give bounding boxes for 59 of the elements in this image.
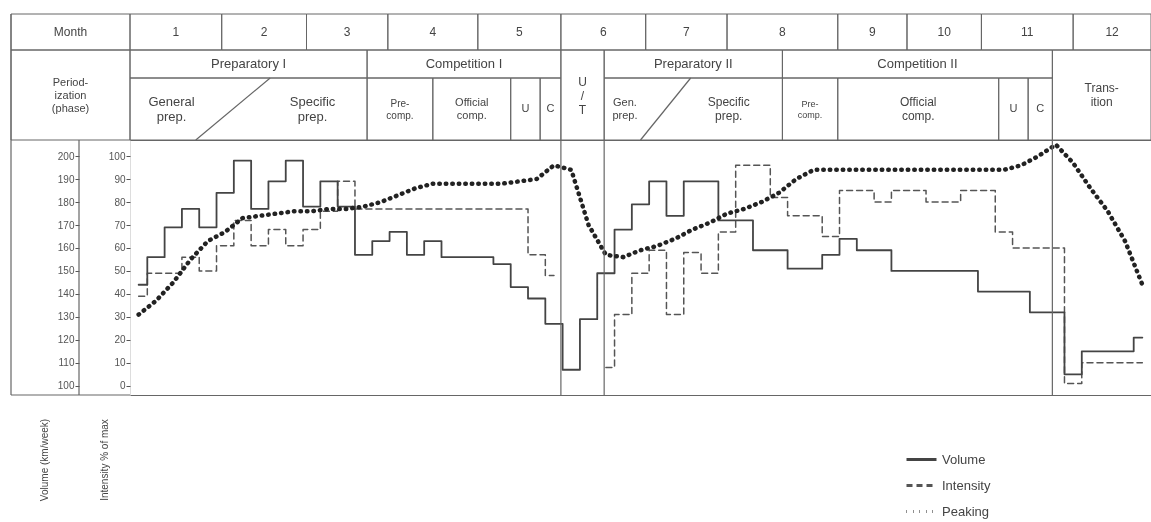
text: Pre-comp. (386, 97, 414, 121)
y2-tick-label: 160 (57, 242, 75, 254)
legend-label: Intensity (942, 477, 991, 493)
y2-tick-label: 180 (57, 196, 75, 208)
y-tick-label: 90 (114, 173, 126, 185)
text: Specific prep. (289, 93, 336, 124)
text: 4 (429, 25, 437, 39)
y2-tick-label: 100 (57, 380, 75, 392)
text: Official comp. (900, 95, 937, 124)
y2-tick-label: 190 (57, 173, 75, 185)
text: 7 (683, 25, 691, 39)
text: Competition II (877, 56, 958, 71)
y2-tick-label: 130 (57, 311, 75, 323)
text: U (521, 102, 530, 114)
y-tick-label: 0 (119, 380, 126, 392)
text: Trans-ition (1084, 81, 1119, 110)
text: 1 (172, 25, 180, 39)
text: Preparatory II (653, 56, 733, 71)
text: 6 (599, 25, 607, 39)
text: C (1036, 102, 1045, 114)
y-axis-title: Intensity % of max (99, 419, 110, 501)
text: Specific prep. (707, 95, 750, 124)
text: 10 (937, 25, 952, 39)
text: 3 (343, 25, 351, 39)
legend-label: Peaking (942, 503, 989, 519)
y-tick-label: 60 (114, 242, 126, 254)
y2-axis-title: Volume (km/week) (39, 418, 50, 502)
text: General prep. (148, 93, 195, 124)
y-tick-label: 10 (114, 357, 126, 369)
text: Gen. prep. (612, 95, 638, 121)
text: U (1009, 102, 1018, 114)
text: 11 (1021, 25, 1034, 39)
y2-tick-label: 140 (57, 288, 75, 300)
y-tick-label: 70 (114, 219, 126, 231)
text: 8 (779, 25, 787, 39)
text: Preparatory I (210, 56, 287, 71)
y-tick-label: 20 (114, 334, 126, 346)
text: Month (53, 25, 88, 39)
y-tick-label: 100 (108, 150, 126, 162)
text: Period-ization (phase) (51, 75, 90, 114)
y2-tick-label: 200 (57, 150, 75, 162)
y2-tick-label: 110 (58, 357, 75, 369)
text: Official comp. (455, 95, 489, 121)
legend-label: Volume (942, 451, 986, 467)
y-tick-label: 80 (114, 196, 126, 208)
y-tick-label: 50 (114, 265, 126, 277)
text: C (546, 102, 555, 114)
text: Competition I (425, 56, 503, 71)
text: U/T (578, 74, 587, 117)
text: 2 (260, 25, 268, 39)
text: 12 (1105, 25, 1120, 39)
text: 9 (869, 25, 877, 39)
text: 5 (516, 25, 524, 39)
y2-tick-label: 170 (57, 219, 75, 231)
y-tick-label: 40 (114, 288, 126, 300)
y-tick-label: 30 (114, 311, 126, 323)
y2-tick-label: 120 (57, 334, 75, 346)
text: Pre-comp. (797, 99, 823, 121)
y2-tick-label: 150 (57, 265, 75, 277)
